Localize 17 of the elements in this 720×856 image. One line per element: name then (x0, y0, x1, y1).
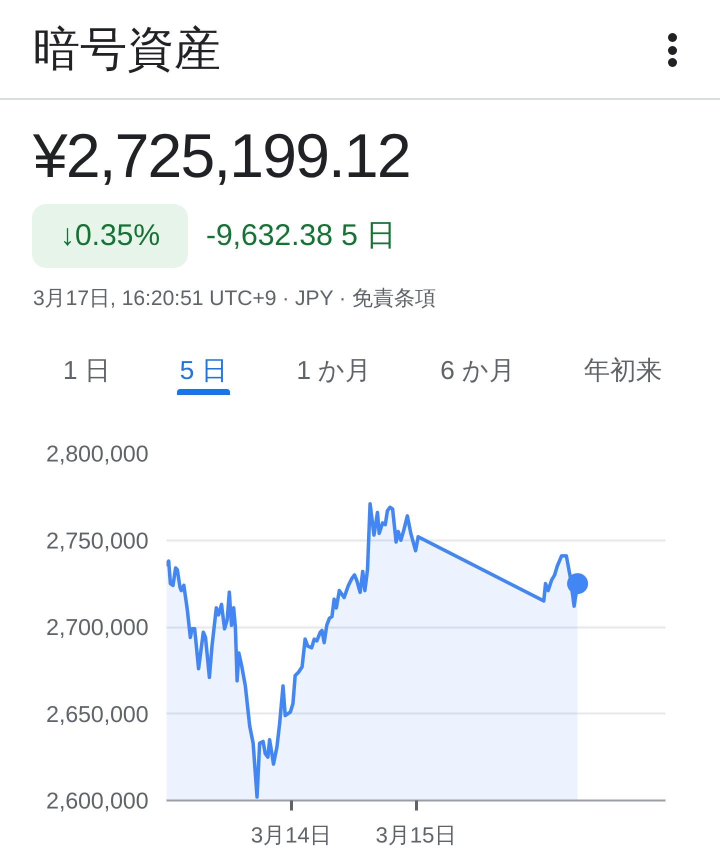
chart-title: 暗号資産 (33, 21, 221, 77)
chart-subtitle: ¥2,725,199.12 (33, 121, 410, 193)
text: 1 日 (63, 354, 111, 387)
text: 6 か月 (440, 354, 515, 387)
y-tick-label: 2,700,000 (46, 614, 149, 640)
y-tick-label: 2,750,000 (46, 527, 149, 554)
x-tick-label: 3月14日 (250, 822, 332, 848)
x-tick-label: 3月15日 (376, 822, 456, 848)
text: 年初来 (584, 354, 662, 387)
y-tick-label: 2,800,000 (46, 440, 149, 466)
y-tick-label: 2,650,000 (46, 700, 149, 727)
text: -9,632.38 5 日 (206, 218, 396, 254)
text: 1 か月 (296, 354, 372, 387)
text: ↓0.35% (32, 204, 188, 268)
text: 5 日 (180, 354, 228, 387)
text: 3月17日, 16:20:51 UTC+9 · JPY · 免責条項 (33, 286, 436, 312)
y-tick-label: 2,600,000 (46, 788, 149, 814)
